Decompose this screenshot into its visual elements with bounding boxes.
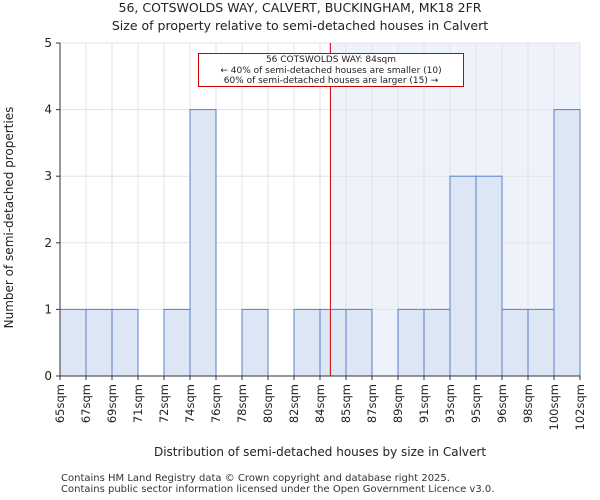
x-tick-label: 102sqm [573, 384, 587, 430]
x-tick-label: 78sqm [235, 384, 249, 423]
x-tick-label: 100sqm [547, 384, 561, 430]
x-tick-label: 74sqm [183, 384, 197, 423]
x-tick-label: 65sqm [53, 384, 67, 423]
chart-subtitle: Size of property relative to semi-detach… [111, 18, 489, 33]
x-tick-label: 80sqm [261, 384, 275, 423]
y-tick-label: 3 [44, 169, 52, 183]
x-tick-label: 98sqm [521, 384, 535, 423]
x-tick-label: 85sqm [339, 384, 353, 423]
histogram-bar [189, 109, 217, 377]
histogram-bar [527, 308, 555, 377]
histogram-bar [345, 308, 373, 377]
property-annotation-box: 56 COTSWOLDS WAY: 84sqm ← 40% of semi-de… [198, 53, 464, 87]
x-tick-label: 84sqm [313, 384, 327, 423]
chart-title: 56, COTSWOLDS WAY, CALVERT, BUCKINGHAM, … [118, 0, 482, 15]
histogram-bar [423, 308, 451, 377]
x-tick-label: 76sqm [209, 384, 223, 423]
x-tick-label: 95sqm [469, 384, 483, 423]
annotation-line-property: 56 COTSWOLDS WAY: 84sqm [265, 55, 397, 65]
x-tick-label: 72sqm [157, 384, 171, 423]
histogram-bar [59, 308, 87, 377]
histogram-bar [111, 308, 139, 377]
histogram-bar [475, 175, 503, 377]
y-tick-label: 0 [44, 369, 52, 383]
y-tick-label: 2 [44, 236, 52, 250]
y-axis-title: Number of semi-detached properties [2, 107, 16, 329]
x-tick-label: 71sqm [131, 384, 145, 423]
annotation-line-larger: 60% of semi-detached houses are larger (… [223, 76, 439, 86]
annotation-line-smaller: ← 40% of semi-detached houses are smalle… [220, 65, 442, 76]
histogram-bar [241, 308, 269, 377]
x-tick-label: 82sqm [287, 384, 301, 423]
x-tick-label: 87sqm [365, 384, 379, 423]
histogram-bar [293, 308, 321, 377]
x-tick-label: 67sqm [79, 384, 93, 423]
x-tick-label: 93sqm [443, 384, 457, 423]
histogram-bar [319, 308, 347, 377]
x-tick-label: 96sqm [495, 384, 509, 423]
x-axis-title: Distribution of semi-detached houses by … [154, 445, 486, 459]
footer-licence: Contains public sector information licen… [61, 484, 495, 495]
histogram-bar [163, 308, 191, 377]
footer-copyright: Contains HM Land Registry data © Crown c… [61, 473, 450, 484]
x-tick-label: 89sqm [391, 384, 405, 423]
x-tick-label: 91sqm [417, 384, 431, 423]
histogram-bar [501, 308, 529, 377]
y-tick-label: 1 [44, 302, 52, 316]
histogram-bar [553, 109, 581, 377]
y-tick-label: 5 [44, 36, 52, 50]
y-tick-label: 4 [44, 103, 52, 117]
histogram-bar [449, 175, 477, 377]
x-tick-label: 69sqm [105, 384, 119, 423]
histogram-bar [397, 308, 425, 377]
histogram-bar [85, 308, 113, 377]
